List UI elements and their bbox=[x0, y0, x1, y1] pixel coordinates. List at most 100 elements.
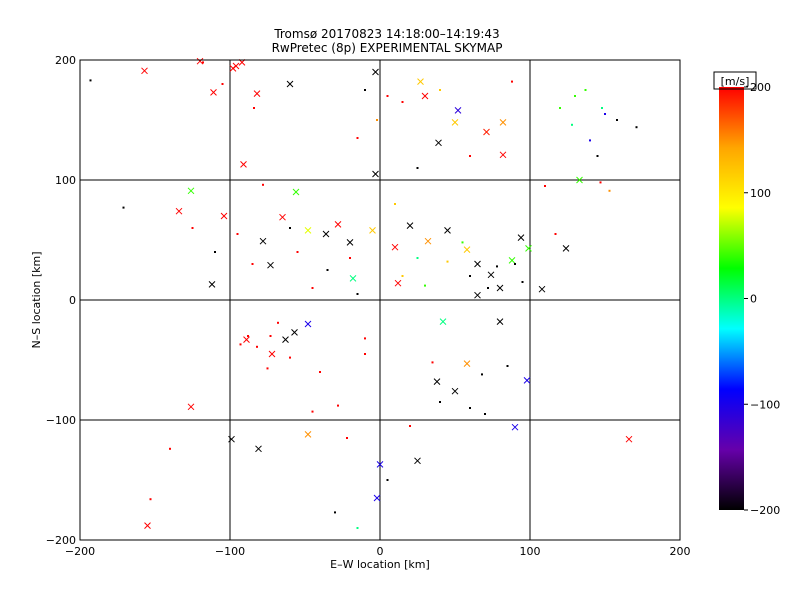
dot-marker bbox=[364, 89, 366, 91]
x-tick-label: 0 bbox=[377, 545, 384, 558]
x-marker bbox=[451, 119, 459, 126]
y-tick-label: −200 bbox=[46, 534, 76, 547]
x-marker bbox=[228, 435, 235, 443]
colorbar bbox=[719, 87, 744, 510]
x-marker bbox=[463, 246, 471, 253]
x-marker bbox=[576, 176, 583, 184]
dot-marker bbox=[386, 479, 389, 481]
dot-marker bbox=[289, 356, 291, 359]
x-marker bbox=[454, 107, 462, 114]
dot-marker bbox=[256, 345, 258, 348]
dot-marker bbox=[554, 233, 557, 235]
x-marker bbox=[304, 320, 312, 328]
dot-marker bbox=[401, 275, 404, 277]
plot-frame bbox=[79, 59, 681, 541]
dot-marker bbox=[461, 241, 464, 244]
y-axis-ticks: −200 −100 0 100 200 bbox=[46, 54, 76, 547]
x-tick-label: 200 bbox=[670, 545, 691, 558]
colorbar-label: [m/s] bbox=[721, 75, 750, 88]
dot-marker bbox=[191, 227, 194, 229]
dot-marker bbox=[544, 185, 546, 187]
x-marker bbox=[487, 271, 495, 279]
dot-marker bbox=[635, 126, 638, 129]
dot-marker bbox=[122, 206, 125, 209]
x-marker bbox=[210, 89, 217, 96]
dot-marker bbox=[149, 498, 152, 501]
dot-marker bbox=[337, 404, 339, 407]
x-marker bbox=[259, 237, 267, 245]
dot-marker bbox=[334, 511, 336, 514]
dot-marker bbox=[236, 233, 239, 235]
dot-marker bbox=[326, 269, 329, 271]
dot-marker bbox=[289, 227, 291, 229]
dot-marker bbox=[601, 107, 603, 109]
x-marker bbox=[141, 67, 148, 75]
colorbar-tick-label: 200 bbox=[750, 81, 771, 94]
x-marker bbox=[496, 318, 504, 325]
x-marker bbox=[304, 431, 312, 438]
x-marker bbox=[474, 260, 481, 268]
dot-marker bbox=[364, 337, 366, 340]
dot-marker bbox=[469, 155, 471, 157]
dot-marker bbox=[416, 167, 419, 169]
dot-marker bbox=[356, 137, 359, 139]
x-tick-label: 100 bbox=[520, 545, 541, 558]
x-marker bbox=[243, 336, 250, 343]
y-tick-label: 200 bbox=[55, 54, 76, 67]
x-marker bbox=[499, 119, 507, 126]
x-marker bbox=[523, 377, 531, 384]
dot-marker bbox=[202, 61, 204, 64]
x-marker bbox=[444, 227, 451, 234]
x-marker bbox=[240, 161, 247, 168]
dot-marker bbox=[214, 251, 216, 253]
x-axis-label: E–W location [km] bbox=[330, 558, 430, 571]
x-marker bbox=[267, 261, 274, 269]
y-tick-label: −100 bbox=[46, 414, 76, 427]
chart-title: Tromsø 20170823 14:18:00–14:19:43 bbox=[273, 27, 499, 41]
dot-marker bbox=[431, 361, 434, 364]
y-tick-label: 0 bbox=[69, 294, 76, 307]
x-marker bbox=[511, 423, 519, 431]
x-marker bbox=[255, 445, 262, 453]
dot-marker bbox=[574, 95, 576, 97]
dot-marker bbox=[521, 281, 524, 283]
x-marker bbox=[268, 350, 276, 358]
dot-marker bbox=[616, 119, 618, 121]
dot-marker bbox=[394, 203, 396, 205]
x-marker bbox=[625, 435, 633, 443]
colorbar-tick-label: 100 bbox=[750, 187, 771, 200]
x-marker bbox=[391, 243, 399, 251]
x-marker bbox=[175, 207, 183, 215]
x-marker bbox=[282, 336, 289, 343]
dot-marker bbox=[253, 107, 255, 109]
x-marker bbox=[424, 237, 432, 245]
x-marker bbox=[346, 239, 354, 246]
x-marker bbox=[499, 151, 507, 159]
dot-marker bbox=[514, 263, 516, 265]
dot-marker bbox=[386, 95, 389, 97]
x-marker bbox=[372, 170, 379, 178]
x-marker bbox=[517, 234, 525, 241]
x-marker bbox=[474, 291, 481, 299]
dot-marker bbox=[599, 181, 602, 184]
dot-marker bbox=[364, 353, 366, 355]
data-points bbox=[89, 57, 638, 529]
x-marker bbox=[433, 378, 441, 385]
dot-marker bbox=[481, 373, 483, 376]
dot-marker bbox=[349, 257, 351, 259]
x-axis-ticks: −200 −100 0 100 200 bbox=[65, 545, 691, 558]
chart-subtitle: RwPretec (8p) EXPERIMENTAL SKYMAP bbox=[272, 41, 503, 55]
x-marker bbox=[562, 245, 570, 252]
dot-marker bbox=[221, 83, 224, 85]
x-marker bbox=[304, 227, 312, 234]
dot-marker bbox=[266, 367, 269, 370]
x-marker bbox=[372, 68, 379, 76]
x-marker bbox=[220, 212, 228, 220]
colorbar-tick-label: −200 bbox=[750, 504, 780, 517]
dot-marker bbox=[346, 437, 348, 439]
x-marker bbox=[187, 187, 195, 195]
x-marker bbox=[435, 139, 442, 147]
x-marker bbox=[508, 257, 516, 264]
x-marker bbox=[187, 403, 195, 411]
